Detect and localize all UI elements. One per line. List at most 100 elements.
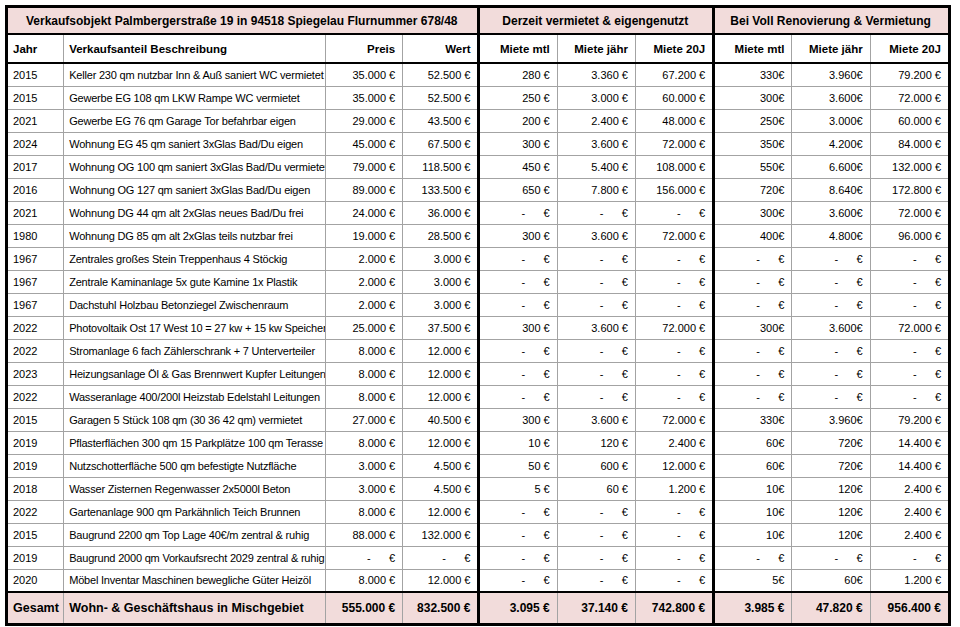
cell-reno-20j: 14.400 €: [870, 454, 949, 477]
cell-preis: 2.000 €: [325, 247, 402, 270]
column-header-miete-jahr: Miete jähr: [557, 34, 635, 63]
cell-jahr: 2022: [7, 385, 64, 408]
cell-beschreibung: Wohnung EG 45 qm saniert 3xGlas Bad/Du e…: [64, 132, 326, 155]
cell-beschreibung: Garagen 5 Stück 108 qm (30 36 42 qm) ver…: [64, 408, 326, 431]
cell-reno-jahr: - €: [792, 546, 870, 569]
cell-reno-20j: 72.000 €: [870, 86, 949, 109]
cell-reno-mtl: 10€: [714, 477, 792, 500]
section-title-row: Verkaufsobjekt Palmbergerstraße 19 in 94…: [7, 7, 950, 35]
cell-beschreibung: Gartenanlage 900 qm Parkähnlich Teich Br…: [64, 500, 326, 523]
table-row: 1967Dachstuhl Holzbau Betonziegel Zwisch…: [7, 293, 950, 316]
cell-beschreibung: Dachstuhl Holzbau Betonziegel Zwischenra…: [64, 293, 326, 316]
cell-preis: 79.000 €: [325, 155, 402, 178]
cell-reno-20j: - €: [870, 247, 949, 270]
cell-reno-20j: 79.200 €: [870, 408, 949, 431]
cell-miete-20j: 108.000 €: [635, 155, 713, 178]
cell-preis: 8.000 €: [325, 362, 402, 385]
cell-reno-20j: 84.000 €: [870, 132, 949, 155]
column-header-wert: Wert: [403, 34, 479, 63]
cell-miete-mtl: - €: [479, 362, 557, 385]
cell-reno-mtl: 5€: [714, 569, 792, 592]
cell-miete-jahr: 120 €: [557, 431, 635, 454]
cell-miete-20j: - €: [635, 546, 713, 569]
cell-reno-20j: 60.000 €: [870, 109, 949, 132]
total-row: Gesamt Wohn- & Geschäftshaus in Mischgeb…: [7, 592, 950, 625]
cell-wert: 52.500 €: [403, 63, 479, 86]
cell-reno-20j: - €: [870, 270, 949, 293]
cell-jahr: 2022: [7, 339, 64, 362]
cell-miete-jahr: - €: [557, 247, 635, 270]
cell-miete-mtl: - €: [479, 247, 557, 270]
cell-miete-jahr: - €: [557, 339, 635, 362]
table-row: 2022Wasseranlage 400/200l Heizstab Edels…: [7, 385, 950, 408]
cell-miete-mtl: 5 €: [479, 477, 557, 500]
cell-miete-mtl: - €: [479, 546, 557, 569]
cell-reno-20j: - €: [870, 362, 949, 385]
cell-reno-jahr: - €: [792, 339, 870, 362]
table-row: 2020Möbel Inventar Maschinen bewegliche …: [7, 569, 950, 592]
cell-wert: 12.000 €: [403, 385, 479, 408]
cell-miete-mtl: 450 €: [479, 155, 557, 178]
cell-miete-jahr: 3.360 €: [557, 63, 635, 86]
cell-miete-jahr: 3.600 €: [557, 132, 635, 155]
section-title-renovated-rent: Bei Voll Renovierung & Vermietung: [714, 7, 950, 35]
cell-reno-mtl: - €: [714, 247, 792, 270]
cell-reno-mtl: - €: [714, 293, 792, 316]
cell-miete-mtl: - €: [479, 500, 557, 523]
cell-beschreibung: Heizungsanlage Öl & Gas Brennwert Kupfer…: [64, 362, 326, 385]
total-reno-jahr: 47.820 €: [792, 592, 870, 625]
column-header-reno-jahr: Miete jähr: [792, 34, 870, 63]
table-row: 2023Heizungsanlage Öl & Gas Brennwert Ku…: [7, 362, 950, 385]
cell-reno-mtl: - €: [714, 546, 792, 569]
cell-jahr: 1980: [7, 224, 64, 247]
table-row: 2019Pflasterflächen 300 qm 15 Parkplätze…: [7, 431, 950, 454]
cell-miete-mtl: - €: [479, 385, 557, 408]
cell-beschreibung: Stromanlage 6 fach Zählerschrank + 7 Unt…: [64, 339, 326, 362]
cell-miete-20j: - €: [635, 339, 713, 362]
cell-reno-jahr: 3.600€: [792, 316, 870, 339]
cell-reno-mtl: 330€: [714, 408, 792, 431]
cell-reno-mtl: - €: [714, 339, 792, 362]
cell-beschreibung: Wohnung OG 127 qm saniert 3xGlas Bad/Du …: [64, 178, 326, 201]
cell-beschreibung: Wohnung DG 44 qm alt 2xGlas neues Bad/Du…: [64, 201, 326, 224]
cell-reno-20j: 2.400 €: [870, 477, 949, 500]
cell-miete-20j: - €: [635, 247, 713, 270]
cell-reno-jahr: 60€: [792, 569, 870, 592]
cell-wert: 67.500 €: [403, 132, 479, 155]
table-row: 1967Zentrale Kaminanlage 5x gute Kamine …: [7, 270, 950, 293]
cell-preis: 25.000 €: [325, 316, 402, 339]
cell-miete-mtl: 300 €: [479, 224, 557, 247]
cell-preis: 8.000 €: [325, 339, 402, 362]
cell-preis: 3.000 €: [325, 477, 402, 500]
table-row: 2021Gewerbe EG 76 qm Garage Tor befahrba…: [7, 109, 950, 132]
cell-preis: 3.000 €: [325, 454, 402, 477]
cell-wert: 37.500 €: [403, 316, 479, 339]
table-row: 2019Nutzschotterfläche 500 qm befestigte…: [7, 454, 950, 477]
cell-reno-mtl: 250€: [714, 109, 792, 132]
cell-reno-jahr: 720€: [792, 431, 870, 454]
cell-beschreibung: Baugrund 2000 qm Vorkaufsrecht 2029 zent…: [64, 546, 326, 569]
cell-reno-jahr: 3.600€: [792, 201, 870, 224]
cell-reno-jahr: 4.200€: [792, 132, 870, 155]
table-row: 1980Wohnung DG 85 qm alt 2xGlas teils nu…: [7, 224, 950, 247]
cell-miete-20j: - €: [635, 569, 713, 592]
cell-miete-mtl: 300 €: [479, 408, 557, 431]
cell-miete-jahr: - €: [557, 201, 635, 224]
cell-jahr: 2015: [7, 63, 64, 86]
cell-reno-jahr: 8.640€: [792, 178, 870, 201]
cell-miete-mtl: 650 €: [479, 178, 557, 201]
cell-preis: 8.000 €: [325, 569, 402, 592]
cell-reno-mtl: 330€: [714, 63, 792, 86]
cell-reno-mtl: 10€: [714, 523, 792, 546]
cell-wert: - €: [403, 546, 479, 569]
cell-wert: 4.500 €: [403, 477, 479, 500]
cell-miete-20j: - €: [635, 201, 713, 224]
cell-jahr: 2019: [7, 454, 64, 477]
cell-beschreibung: Möbel Inventar Maschinen bewegliche Güte…: [64, 569, 326, 592]
cell-reno-20j: - €: [870, 546, 949, 569]
table-row: 2015Baugrund 2200 qm Top Lage 40€/m zent…: [7, 523, 950, 546]
cell-miete-20j: - €: [635, 293, 713, 316]
cell-miete-20j: 48.000 €: [635, 109, 713, 132]
total-reno-mtl: 3.985 €: [714, 592, 792, 625]
section-title-current-rent: Derzeit vermietet & eigengenutzt: [479, 7, 714, 35]
